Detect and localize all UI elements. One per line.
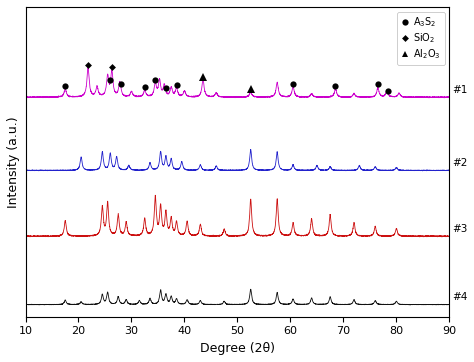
Text: #1: #1 — [452, 85, 467, 95]
Text: #3: #3 — [452, 224, 467, 234]
Text: #2: #2 — [452, 158, 467, 168]
Legend: A$_3$S$_2$, SiO$_2$, Al$_2$O$_3$: A$_3$S$_2$, SiO$_2$, Al$_2$O$_3$ — [397, 12, 445, 65]
Y-axis label: Intensity (a.u.): Intensity (a.u.) — [7, 116, 20, 208]
Text: #4: #4 — [452, 292, 467, 302]
X-axis label: Degree (2θ): Degree (2θ) — [200, 342, 275, 355]
